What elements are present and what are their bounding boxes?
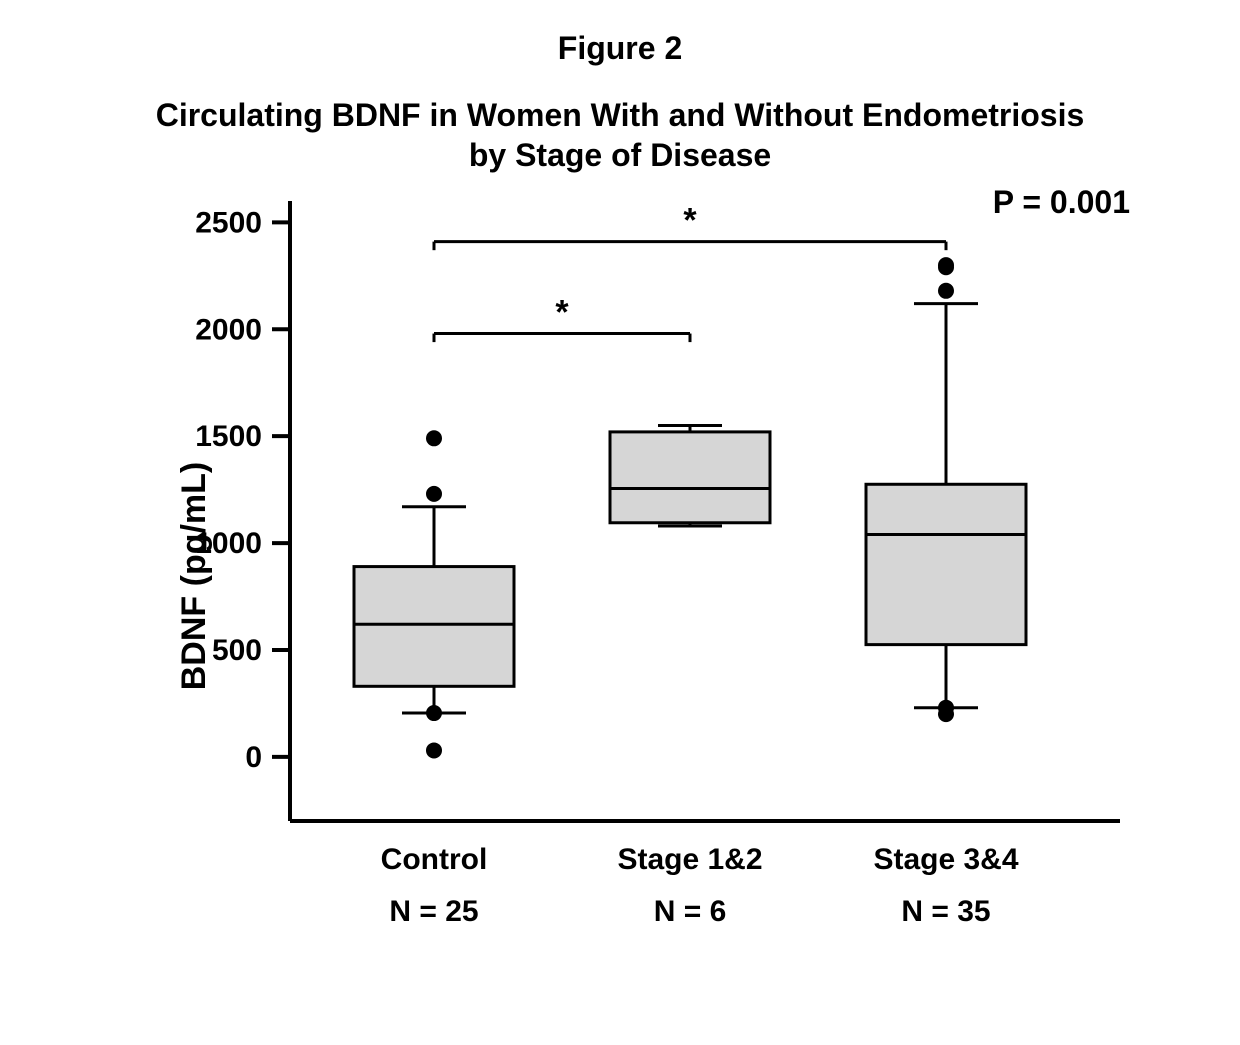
box <box>354 567 514 687</box>
figure-label: Figure 2 <box>0 30 1240 67</box>
p-value-text: P = 0.001 <box>993 184 1130 220</box>
outlier-point <box>938 700 954 716</box>
chart-area: BDNF (pg/mL) P = 0.001050010001500200025… <box>90 181 1150 971</box>
n-label: N = 6 <box>654 895 727 928</box>
y-tick-label: 1500 <box>195 420 262 453</box>
figure-title: Circulating BDNF in Women With and Witho… <box>70 95 1170 175</box>
outlier-point <box>938 257 954 273</box>
title-line-2: by Stage of Disease <box>469 137 771 173</box>
box <box>610 432 770 523</box>
category-label: Stage 3&4 <box>873 843 1018 876</box>
y-tick-label: 2500 <box>195 206 262 239</box>
outlier-point <box>426 486 442 502</box>
significance-star: * <box>555 294 569 332</box>
outlier-point <box>426 742 442 758</box>
y-tick-label: 2000 <box>195 313 262 346</box>
box <box>866 484 1026 644</box>
n-label: N = 25 <box>389 895 478 928</box>
outlier-point <box>426 705 442 721</box>
significance-star: * <box>683 202 697 240</box>
category-label: Stage 1&2 <box>617 843 762 876</box>
y-tick-label: 500 <box>212 634 262 667</box>
outlier-point <box>938 283 954 299</box>
boxplot-svg: P = 0.00105001000150020002500ControlN = … <box>90 181 1150 971</box>
outlier-point <box>426 430 442 446</box>
n-label: N = 35 <box>901 895 990 928</box>
title-line-1: Circulating BDNF in Women With and Witho… <box>156 97 1085 133</box>
category-label: Control <box>381 843 488 876</box>
figure-page: Figure 2 Circulating BDNF in Women With … <box>0 0 1240 1045</box>
y-tick-label: 0 <box>245 741 262 774</box>
y-axis-title: BDNF (pg/mL) <box>175 462 214 691</box>
